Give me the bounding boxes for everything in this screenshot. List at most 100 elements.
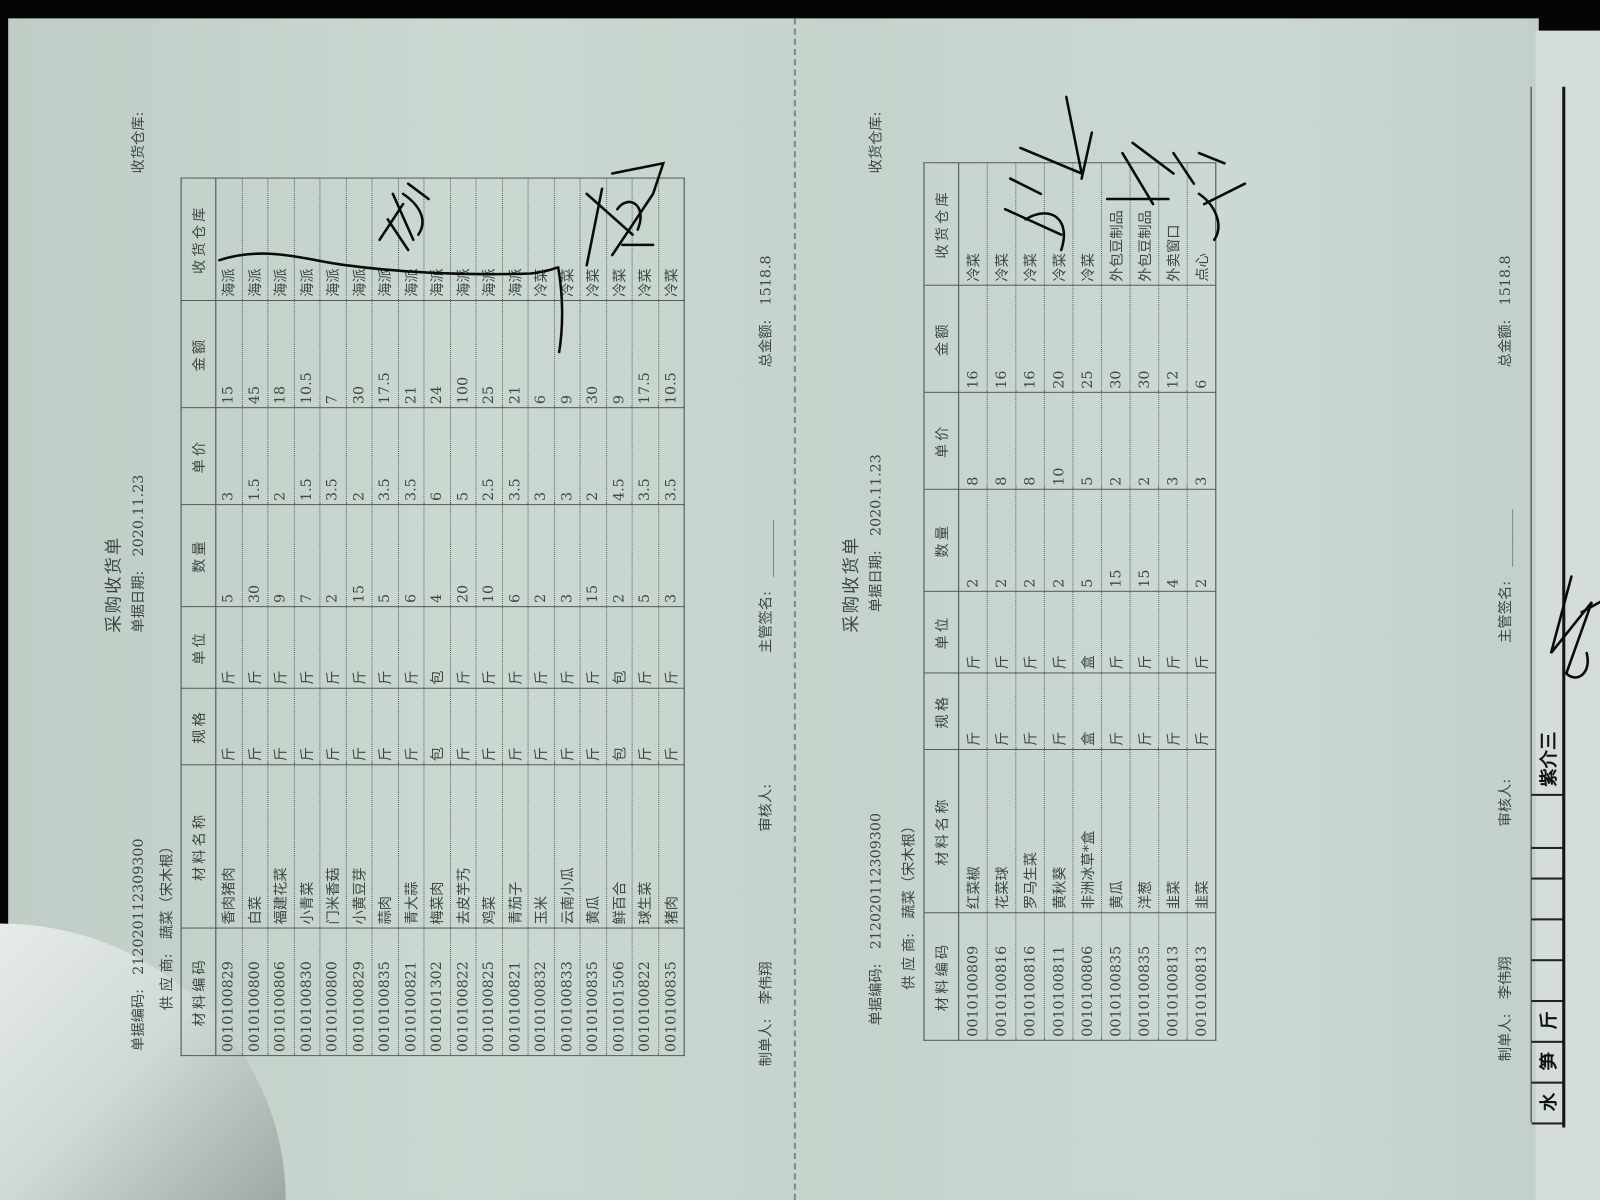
cell-amount: 9 xyxy=(606,300,633,408)
cell-unit: 斤 xyxy=(958,591,988,673)
supplier-label: 供 应 商: xyxy=(159,953,176,1011)
cell-amount: 12 xyxy=(1158,285,1188,393)
cell-material-name: 鸡菜 xyxy=(476,764,503,929)
warehouse-label: 收货仓库: xyxy=(130,111,147,174)
table-row: 0010100800 白菜斤斤 30 1.5 45 海派 xyxy=(241,178,268,1056)
cell-amount: 16 xyxy=(958,285,988,393)
signature-blank: ________ xyxy=(758,519,775,577)
doc-code-label: 单据编码: xyxy=(130,989,147,1052)
cell-material-code: 0010100835 xyxy=(580,928,607,1056)
cell-unit-price: 3.5 xyxy=(502,407,529,505)
table-row: 0010101302 梅菜肉包包 4 6 24 海派 xyxy=(423,178,450,1056)
table-row: 0010100816 花菜球斤斤 2 8 16 冷菜 xyxy=(987,162,1016,1041)
cell-quantity: 2 xyxy=(1015,489,1045,592)
cell-warehouse: 外包豆制品 xyxy=(1101,162,1131,286)
cell-unit-price: 2 xyxy=(580,407,607,505)
cell-material-name: 去皮芋艿 xyxy=(449,764,477,929)
cell-material-code: 0010100833 xyxy=(554,928,581,1056)
table-row: 0010100830 小青菜斤斤 7 1.5 10.5 海派 xyxy=(293,178,320,1056)
left-form-content: 采购收货单 单据编码: 212020112309300 单据日期: 2020.11.… xyxy=(97,61,806,1183)
cell-quantity: 15 xyxy=(1130,489,1159,592)
cell-spec: 包 xyxy=(606,688,633,765)
strip-cell xyxy=(1531,959,1565,1003)
table-row: 0010100806 非洲冰草*盒盒盒 5 5 25 冷菜 xyxy=(1072,162,1102,1041)
cell-unit: 斤 xyxy=(1015,591,1045,673)
cell-quantity: 5 xyxy=(371,504,398,607)
column-header-spec: 规格 xyxy=(181,688,216,765)
cell-unit: 盒 xyxy=(1072,591,1102,673)
column-header-quantity: 数量 xyxy=(181,504,216,607)
strip-cell-text: 笋 xyxy=(1538,1052,1561,1071)
column-header-quantity: 数量 xyxy=(923,489,959,592)
cell-material-code: 0010101506 xyxy=(606,928,633,1056)
cell-spec: 斤 xyxy=(371,688,398,765)
supplier-label: 供 应 商: xyxy=(901,933,918,990)
table-row: 0010100822 去皮芋艿斤斤 20 5 100 海派 xyxy=(449,178,477,1056)
cell-quantity: 15 xyxy=(580,504,607,607)
strip-cell-text: 水 xyxy=(1538,1092,1561,1112)
cell-quantity: 2 xyxy=(1044,489,1073,592)
cell-warehouse: 海派 xyxy=(345,178,372,301)
cell-material-code: 0010100813 xyxy=(1158,912,1188,1041)
doc-date-value: 2020.11.23 xyxy=(868,454,885,536)
cell-unit-price: 3.5 xyxy=(397,407,424,505)
cell-material-code: 0010100830 xyxy=(293,928,320,1056)
doc-date: 单据日期: 2020.11.23 xyxy=(128,475,148,633)
cell-warehouse: 冷菜 xyxy=(987,162,1016,286)
cell-spec: 斤 xyxy=(554,688,581,765)
cell-quantity: 15 xyxy=(345,504,372,607)
cell-material-code: 0010100825 xyxy=(476,928,503,1056)
cell-spec: 斤 xyxy=(1158,672,1188,750)
cell-material-name: 门米香菇 xyxy=(319,764,346,929)
strip-cell xyxy=(1531,796,1565,849)
table-row: 0010100821 青茄子斤斤 6 3.5 21 海派 xyxy=(502,178,529,1056)
table-row: 0010100809 红菜椒斤斤 2 8 16 冷菜 xyxy=(958,162,988,1041)
cell-unit-price: 3.5 xyxy=(319,407,346,505)
cell-spec: 斤 xyxy=(449,688,477,765)
cell-amount: 16 xyxy=(1015,285,1045,393)
cell-material-code: 0010100809 xyxy=(958,912,988,1041)
cell-material-name: 福建花菜 xyxy=(267,764,294,929)
side-strip-cells: 水 笋 斤 紫介三 xyxy=(1530,86,1565,1125)
table-row: 0010100835 蒜肉斤斤 5 3.5 17.5 海派 xyxy=(371,178,398,1056)
cell-amount: 18 xyxy=(267,300,294,408)
cell-material-name: 青茄子 xyxy=(502,764,529,929)
cell-unit-price: 8 xyxy=(1015,392,1045,490)
cell-unit: 斤 xyxy=(215,606,242,689)
cell-unit-price: 2 xyxy=(267,407,294,505)
cell-spec: 斤 xyxy=(1044,672,1073,750)
cell-material-name: 花菜球 xyxy=(987,749,1016,913)
cell-quantity: 2 xyxy=(958,489,988,592)
cell-amount: 30 xyxy=(345,300,372,408)
cell-spec: 盒 xyxy=(1072,672,1102,750)
cell-material-name: 韭菜 xyxy=(1187,749,1216,913)
cell-material-name: 韭菜 xyxy=(1158,749,1188,913)
cell-unit: 斤 xyxy=(267,606,294,689)
cell-spec: 包 xyxy=(423,688,450,765)
reviewer-label: 审核人: xyxy=(1497,778,1515,827)
cell-material-name: 猪肉 xyxy=(658,764,685,929)
doc-date: 单据日期: 2020.11.23 xyxy=(865,454,885,612)
cell-spec: 斤 xyxy=(319,688,346,765)
cell-unit: 斤 xyxy=(658,606,685,689)
cell-unit: 包 xyxy=(423,606,450,689)
strip-cell: 紫介三 xyxy=(1531,724,1565,796)
total-amount: 总金额: 1518.8 xyxy=(1495,255,1515,367)
cell-unit-price: 3.5 xyxy=(371,407,398,505)
cell-quantity: 2 xyxy=(987,489,1016,592)
doc-date-value: 2020.11.23 xyxy=(130,474,147,557)
cell-unit-price: 4.5 xyxy=(606,407,633,505)
cell-warehouse: 海派 xyxy=(476,178,503,301)
maker-label: 制单人: xyxy=(758,1018,775,1067)
cell-unit-price: 3 xyxy=(1158,392,1188,490)
cell-warehouse: 外卖窗口 xyxy=(1158,162,1188,286)
cell-material-name: 黄秋葵 xyxy=(1044,749,1073,913)
cell-unit: 斤 xyxy=(1187,591,1216,673)
cell-unit: 斤 xyxy=(580,606,607,689)
strip-cell-text: 斤 xyxy=(1538,1011,1561,1030)
cell-unit-price: 3 xyxy=(215,407,242,505)
cell-spec: 斤 xyxy=(987,672,1016,750)
cell-unit-price: 3.5 xyxy=(632,407,659,505)
cell-unit-price: 2 xyxy=(1101,392,1131,490)
cell-warehouse: 冷菜 xyxy=(580,178,607,301)
